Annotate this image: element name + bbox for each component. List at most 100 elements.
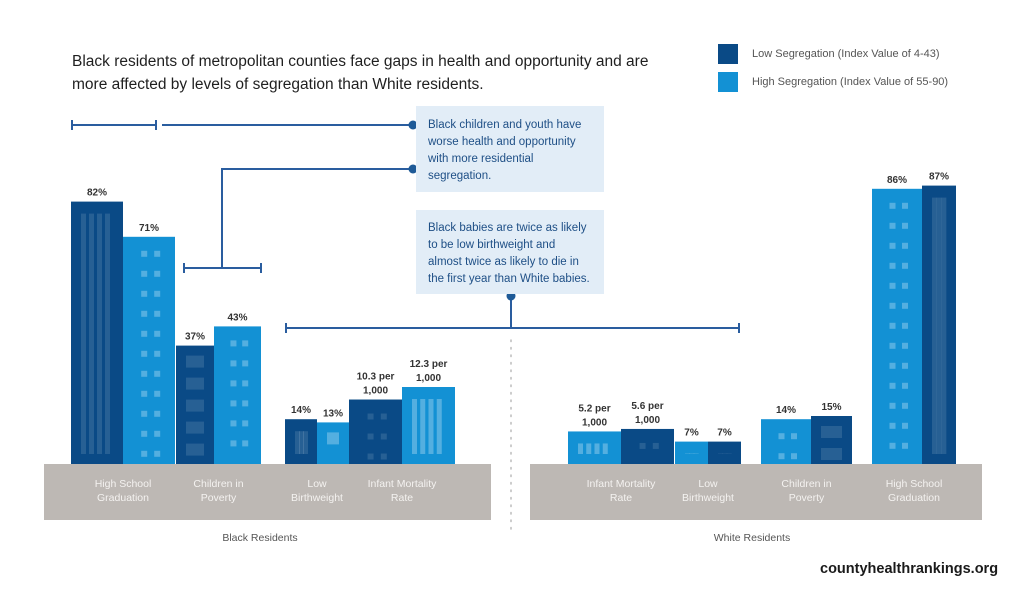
bar-black-high-school-graduation-high-window <box>154 290 161 297</box>
bar-white-high-school-graduation-high <box>872 188 922 465</box>
legend-swatch-high <box>718 72 738 92</box>
bar-black-low-birthweight-low-window <box>299 431 304 454</box>
bar-black-children-in-poverty-high-window <box>242 360 249 367</box>
bar-white-children-in-poverty-low-window <box>821 426 842 438</box>
bar-white-high-school-graduation-high-window <box>902 242 908 249</box>
bar-black-children-in-poverty-low-value-label: 37% <box>185 332 205 343</box>
category-label-0-3: Infant Mortality Rate <box>368 478 438 504</box>
bar-black-infant-mortality-rate-high-value-label: 12.3 per 1,000 <box>410 359 448 384</box>
category-label-1-2: Children in Poverty <box>781 478 831 504</box>
bar-white-high-school-graduation-high-window <box>889 262 896 269</box>
bar-white-high-school-graduation-high-window <box>902 342 908 349</box>
bar-black-high-school-graduation-high-window <box>141 410 148 417</box>
bar-white-high-school-graduation-high-window <box>902 422 908 429</box>
bar-black-children-in-poverty-high-window <box>242 400 249 407</box>
bar-black-high-school-graduation-high-window <box>154 390 161 397</box>
bar-black-low-birthweight-low-window <box>295 431 300 454</box>
bar-white-low-birthweight-high-value-label: 7% <box>684 428 699 439</box>
bar-black-high-school-graduation-high-window <box>141 350 148 357</box>
bar-black-children-in-poverty-high-window <box>230 440 237 447</box>
bar-white-high-school-graduation-high-window <box>902 282 908 289</box>
bar-black-high-school-graduation-low-value-label: 82% <box>87 188 107 199</box>
category-label-1-1: Low Birthweight <box>682 478 734 504</box>
bar-black-high-school-graduation-high-window <box>154 410 161 417</box>
bar-black-high-school-graduation-low <box>71 201 123 464</box>
bar-black-infant-mortality-rate-high-window <box>420 399 426 454</box>
bar-black-children-in-poverty-low-window <box>186 443 204 456</box>
bar-black-high-school-graduation-high-window <box>154 310 161 317</box>
bar-black-children-in-poverty-low-window <box>186 355 204 368</box>
category-base-white <box>530 464 982 520</box>
bar-black-infant-mortality-rate-low-window <box>380 453 387 460</box>
bar-black-low-birthweight-low <box>285 419 317 464</box>
bar-black-infant-mortality-rate-low-window <box>367 413 374 420</box>
bar-black-infant-mortality-rate-high <box>402 387 455 464</box>
connector-poverty <box>221 168 413 268</box>
bar-white-children-in-poverty-high-window <box>791 453 797 460</box>
bar-black-high-school-graduation-high-window <box>141 390 148 397</box>
bar-black-high-school-graduation-high-window <box>141 290 148 297</box>
callout-babies: Black babies are twice as likely to be l… <box>416 210 604 294</box>
bar-black-high-school-graduation-high-window <box>141 450 148 457</box>
bar-white-infant-mortality-rate-high <box>568 431 621 464</box>
bar-white-high-school-graduation-high-window <box>902 222 908 229</box>
bar-white-high-school-graduation-high-window <box>902 202 908 209</box>
bar-black-high-school-graduation-high-window <box>154 350 161 357</box>
category-label-0-0: High School Graduation <box>95 478 152 504</box>
bar-black-children-in-poverty-high-window <box>242 440 249 447</box>
bar-black-high-school-graduation-high-window <box>154 330 161 337</box>
bar-black-children-in-poverty-low-window <box>186 399 204 412</box>
bar-black-children-in-poverty-high-window <box>242 420 249 427</box>
bar-white-infant-mortality-rate-low <box>621 428 674 464</box>
bar-black-high-school-graduation-high-window <box>154 370 161 377</box>
bar-black-high-school-graduation-high-window <box>154 450 161 457</box>
bar-black-high-school-graduation-high-window <box>154 430 161 437</box>
bar-white-high-school-graduation-high-window <box>889 202 896 209</box>
bar-black-children-in-poverty-high <box>214 326 261 464</box>
category-label-1-3: High School Graduation <box>886 478 943 504</box>
bar-black-high-school-graduation-low-window <box>97 213 102 454</box>
category-label-0-1: Children in Poverty <box>193 478 243 504</box>
bar-black-infant-mortality-rate-high-window <box>436 399 442 454</box>
bar-black-high-school-graduation-high-window <box>141 250 148 257</box>
bar-white-high-school-graduation-high-window <box>889 282 896 289</box>
category-label-0-2: Low Birthweight <box>291 478 343 504</box>
legend-item-low: Low Segregation (Index Value of 4-43) <box>718 40 948 68</box>
bar-black-infant-mortality-rate-low-window <box>380 413 387 420</box>
bar-white-children-in-poverty-low-window <box>821 448 842 460</box>
bar-black-high-school-graduation-high-window <box>141 310 148 317</box>
category-label-1-0: Infant Mortality Rate <box>587 478 657 504</box>
bar-black-infant-mortality-rate-low-window <box>367 453 374 460</box>
bar-black-low-birthweight-high-value-label: 13% <box>323 408 343 419</box>
bar-white-high-school-graduation-low-window <box>941 197 947 454</box>
bar-black-high-school-graduation-low-window <box>105 213 110 454</box>
bar-black-infant-mortality-rate-low-window <box>380 433 387 440</box>
legend: Low Segregation (Index Value of 4-43) Hi… <box>718 40 948 96</box>
bar-white-high-school-graduation-low-window <box>936 197 942 454</box>
bar-white-high-school-graduation-low <box>922 185 956 464</box>
group-label-black: Black Residents <box>222 532 298 544</box>
bar-black-high-school-graduation-high-window <box>141 430 148 437</box>
bar-black-low-birthweight-high <box>317 422 349 464</box>
bar-white-children-in-poverty-low-value-label: 15% <box>821 402 841 413</box>
legend-label-high: High Segregation (Index Value of 55-90) <box>752 76 949 88</box>
bar-white-infant-mortality-rate-high-window <box>578 443 583 454</box>
bar-white-infant-mortality-rate-low-window <box>652 442 659 449</box>
bar-white-high-school-graduation-high-window <box>889 342 896 349</box>
bar-black-high-school-graduation-high-value-label: 71% <box>139 223 159 234</box>
bar-white-children-in-poverty-high-window <box>778 453 785 460</box>
bar-white-high-school-graduation-high-window <box>902 362 908 369</box>
bar-black-high-school-graduation-high-window <box>141 270 148 277</box>
legend-swatch-low <box>718 44 738 64</box>
bar-black-children-in-poverty-high-value-label: 43% <box>227 312 247 323</box>
bar-black-high-school-graduation-high-window <box>141 370 148 377</box>
bar-black-infant-mortality-rate-high-window <box>412 399 417 454</box>
bar-white-infant-mortality-rate-low-value-label: 5.6 per 1,000 <box>631 401 663 426</box>
bar-black-infant-mortality-rate-high-window <box>428 399 434 454</box>
bar-black-high-school-graduation-high-window <box>141 330 148 337</box>
legend-label-low: Low Segregation (Index Value of 4-43) <box>752 48 940 60</box>
bar-black-infant-mortality-rate-low-window <box>367 433 374 440</box>
bar-black-children-in-poverty-low-window <box>186 421 204 434</box>
bar-black-children-in-poverty-high-window <box>230 420 237 427</box>
group-label-white: White Residents <box>713 532 791 544</box>
